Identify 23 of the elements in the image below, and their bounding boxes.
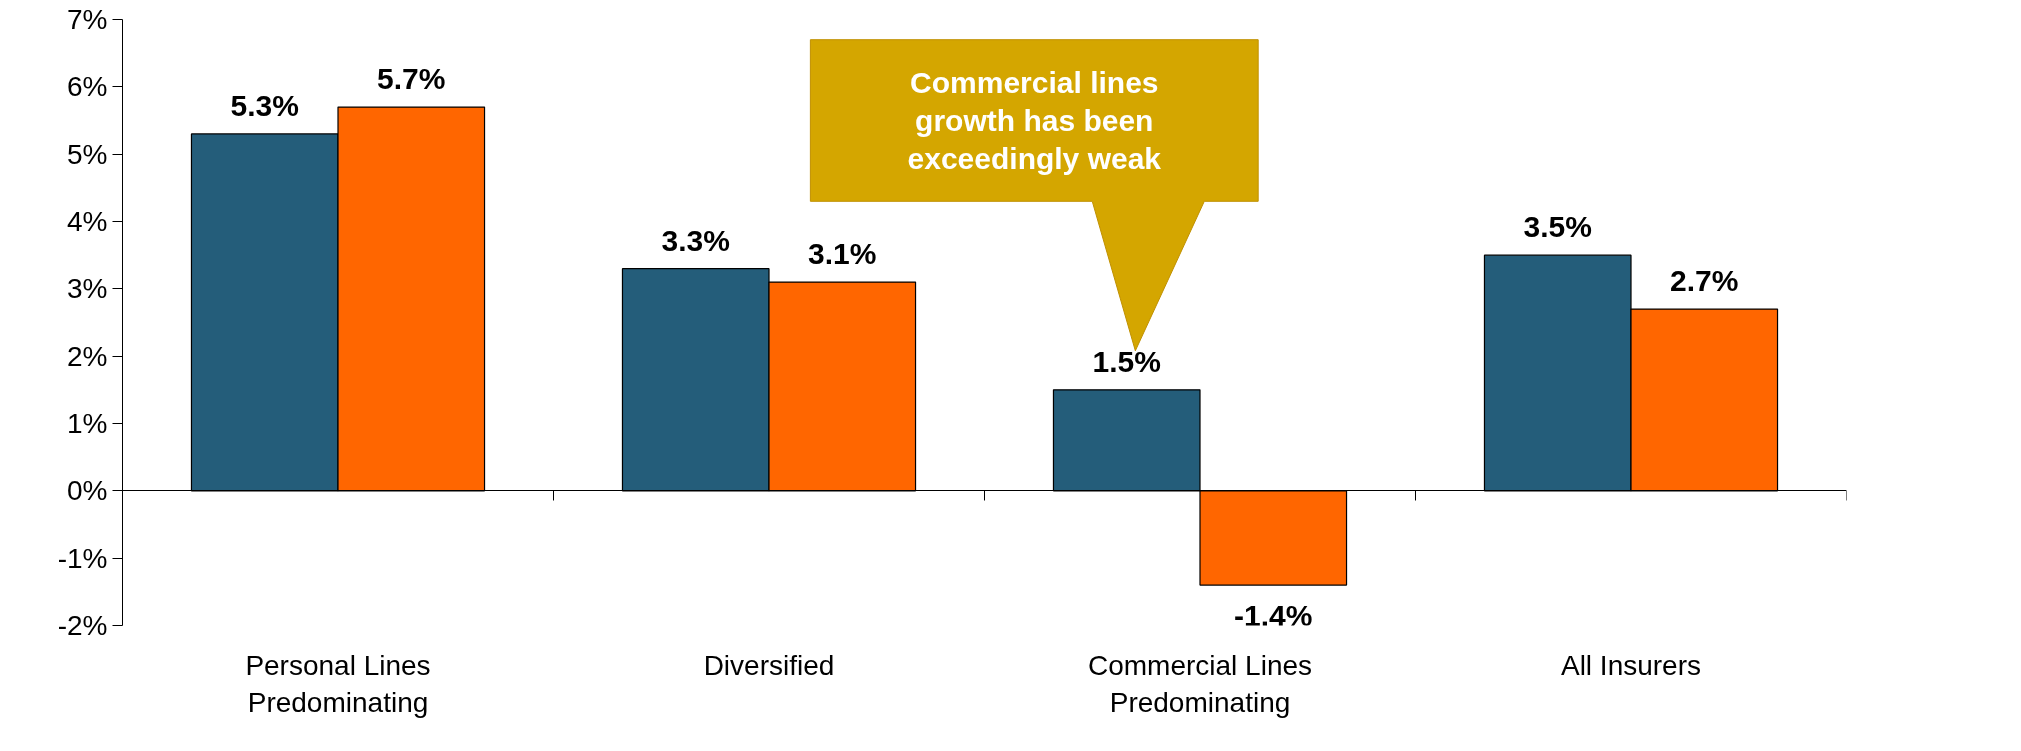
data-label: 1.5% xyxy=(1092,344,1161,378)
y-tick-label: 1% xyxy=(67,408,108,439)
x-tick-label: Commercial Lines Predominating xyxy=(1087,649,1313,718)
data-label: 3.1% xyxy=(808,237,877,271)
annotation: Commercial lines growth has been exceedingly weak xyxy=(907,66,1162,175)
y-tick-label: 7% xyxy=(67,4,108,35)
y-tick-label: 4% xyxy=(67,206,108,237)
data-label: 5.3% xyxy=(230,88,299,122)
x-tick-label: Personal Lines Predominating xyxy=(245,649,431,718)
y-tick-label: -1% xyxy=(57,542,108,574)
y-tick-label: 6% xyxy=(67,71,108,103)
x-tick-label: All Insurers xyxy=(1560,649,1702,681)
y-tick-label: 2% xyxy=(67,340,108,372)
data-label: 2.7% xyxy=(1670,264,1739,298)
y-tick-label: 5% xyxy=(67,138,108,170)
data-label: 3.3% xyxy=(661,223,730,257)
y-tick-label: 0% xyxy=(67,475,108,507)
data-label: 3.5% xyxy=(1523,210,1592,244)
y-tick-label: 3% xyxy=(67,273,108,305)
data-label: 5.7% xyxy=(377,62,446,96)
x-tick-label: Diversified xyxy=(703,649,835,681)
data-label: -1.4% xyxy=(1234,599,1313,633)
y-tick-label: -2% xyxy=(57,610,108,641)
